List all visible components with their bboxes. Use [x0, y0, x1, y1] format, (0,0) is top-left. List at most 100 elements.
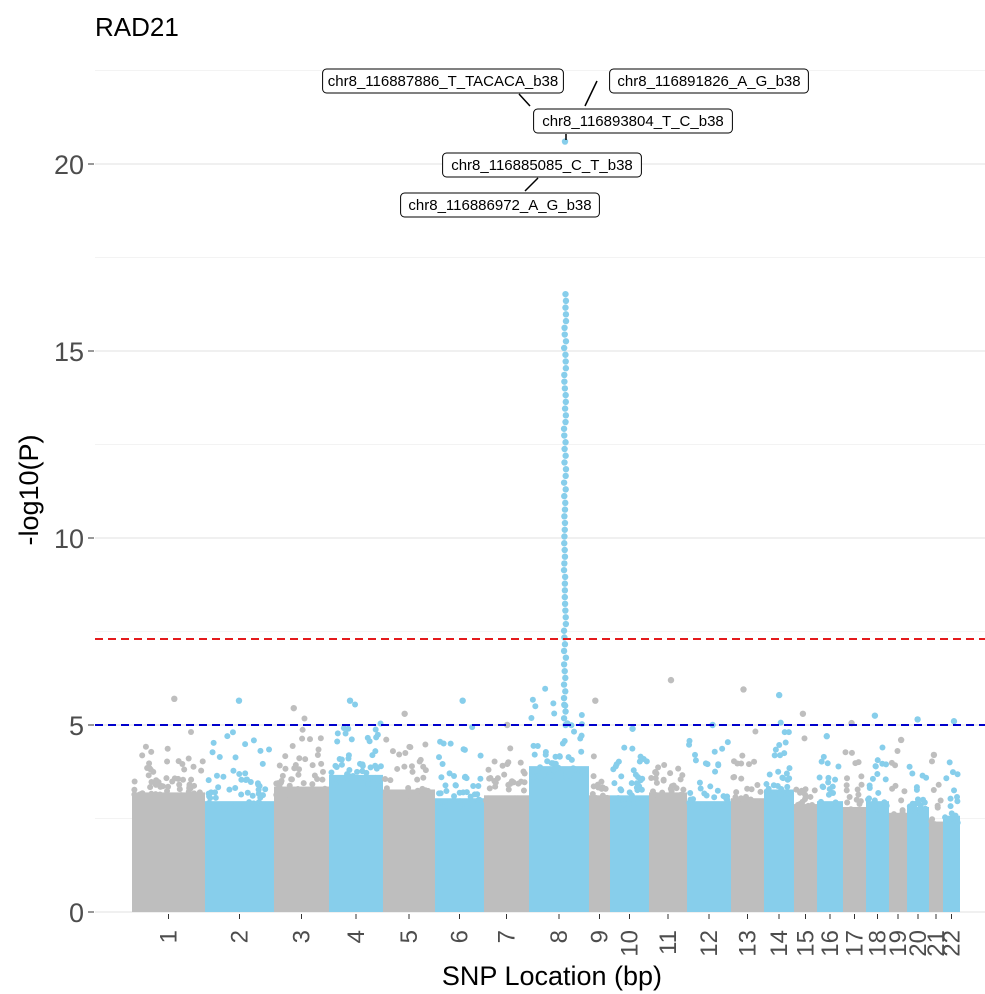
snp-point-top-hit: [290, 704, 297, 712]
x-tick-label: 19: [885, 930, 912, 957]
x-tick-label: 16: [817, 930, 844, 957]
snp-point: [544, 758, 551, 765]
snp-point-top-hit: [459, 697, 466, 704]
y-axis-title: -log10(P): [14, 434, 44, 545]
snp-point: [711, 794, 718, 801]
x-tick-label: 11: [655, 930, 682, 955]
snp-point: [557, 769, 564, 776]
snp-point: [898, 797, 905, 804]
snp-point: [628, 792, 635, 799]
snp-point: [147, 766, 154, 773]
snp-point-mass: [274, 786, 329, 912]
snp-point: [686, 741, 693, 748]
snp-point: [176, 781, 183, 788]
snp-point: [707, 806, 714, 813]
annotation-label: chr8_116885085_C_T_b38: [451, 157, 633, 174]
snp-point: [562, 351, 569, 358]
snp-point: [328, 769, 335, 776]
snp-point: [443, 788, 450, 795]
snp-point: [475, 783, 482, 790]
snp-point: [948, 810, 955, 817]
snp-point: [810, 807, 817, 814]
snp-point: [294, 786, 301, 793]
snp-point: [807, 793, 814, 800]
snp-point: [562, 472, 569, 480]
snp-point: [625, 800, 632, 807]
snp-point: [187, 785, 194, 792]
snp-point: [562, 290, 569, 298]
snp-point: [913, 784, 920, 791]
snp-point: [131, 786, 138, 793]
snp-annotation: chr8_116886972_A_G_b38: [400, 177, 600, 218]
snp-point: [207, 795, 214, 802]
snp-point: [715, 762, 722, 769]
snp-point: [193, 797, 200, 804]
snp-point: [595, 796, 602, 803]
snp-point: [652, 769, 659, 776]
x-tick-label: 6: [447, 930, 474, 943]
snp-point: [561, 540, 568, 547]
snp-point: [561, 432, 568, 439]
snp-point: [590, 753, 597, 760]
snp-point: [872, 763, 879, 770]
snp-point: [561, 573, 569, 581]
snp-point: [266, 746, 273, 753]
snp-point: [820, 784, 827, 791]
snp-point: [196, 789, 203, 796]
snp-point: [257, 794, 264, 801]
snp-point: [561, 667, 568, 675]
snp-point-mass: [529, 766, 589, 912]
snp-point: [220, 773, 227, 780]
snp-point: [208, 789, 215, 796]
snp-point: [389, 748, 396, 755]
snp-point-mass: [649, 792, 687, 912]
snp-point: [348, 736, 355, 743]
snp-point-top-hit: [235, 697, 243, 704]
snp-point: [562, 654, 570, 661]
snp-point: [238, 791, 245, 798]
snp-point: [866, 785, 873, 792]
snp-point: [930, 786, 937, 793]
snp-point: [372, 726, 379, 733]
snp-point-mass: [866, 801, 889, 912]
snp-point: [844, 775, 851, 782]
snp-point: [236, 806, 243, 813]
snp-point: [424, 787, 431, 794]
snp-point: [456, 803, 463, 810]
x-tick-label: 7: [494, 930, 521, 943]
snp-point: [212, 794, 219, 801]
snp-point: [333, 764, 340, 771]
snp-point: [408, 792, 415, 799]
snp-point: [562, 465, 570, 473]
snp-point: [648, 775, 655, 782]
snp-point: [901, 816, 908, 823]
snp-point: [205, 777, 212, 784]
snp-point: [180, 776, 187, 783]
snp-point: [436, 754, 443, 761]
snp-point: [238, 776, 245, 783]
snp-point: [470, 783, 477, 790]
snp-point: [301, 715, 308, 722]
annotation-leader-line: [524, 177, 539, 192]
snp-point: [474, 791, 481, 798]
snp-point: [582, 772, 589, 779]
snp-point: [738, 795, 745, 802]
snp-point: [686, 799, 693, 806]
snp-point: [520, 797, 527, 804]
snp-point: [247, 778, 254, 785]
snp-point: [255, 786, 262, 793]
snp-point: [317, 735, 324, 742]
snp-point: [777, 792, 784, 799]
snp-point: [494, 796, 501, 803]
snp-point: [485, 766, 492, 773]
chromosome-4-points: [328, 697, 384, 912]
snp-point: [888, 759, 895, 766]
snp-point: [561, 492, 568, 500]
snp-point: [300, 780, 307, 787]
snp-point-top-hit: [775, 691, 783, 699]
snp-point: [422, 767, 429, 774]
snp-point: [447, 740, 454, 747]
snp-point: [402, 750, 409, 757]
snp-point: [778, 786, 785, 793]
